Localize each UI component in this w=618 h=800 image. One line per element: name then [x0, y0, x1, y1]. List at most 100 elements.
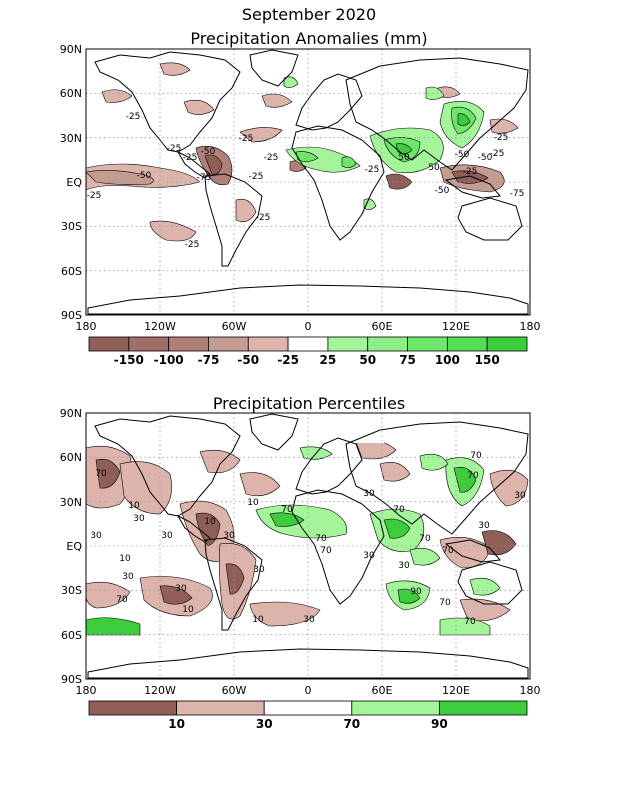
contour-label: 10	[204, 517, 216, 527]
dry-percentile-area	[239, 472, 281, 497]
contour-label: 30	[363, 489, 375, 499]
contour-label: 10	[119, 554, 131, 564]
contour-label: 30	[223, 531, 235, 541]
contour-label: 10	[252, 615, 264, 625]
contour-labels: 70 10 10 30 30 30 30 70 70 70 10 70 70 3…	[90, 451, 526, 627]
dry-anomaly-area	[235, 198, 257, 223]
colorbar-swatch	[327, 336, 369, 352]
contour-label: 30	[133, 514, 145, 524]
wet-anomaly-area	[283, 76, 299, 88]
contour-label: 70	[442, 546, 454, 556]
lat-axis-labels: 90N 60N 30N EQ 30S 60S 90S	[60, 407, 83, 686]
contour-label: -25	[256, 213, 271, 223]
dry-anomaly-area	[239, 127, 283, 143]
contour-labels: -25 -25 -25 -50 -25 -50 -75 -25 -25 -25 …	[87, 112, 525, 250]
lon-label: 180	[520, 320, 541, 333]
wet-anomaly-area	[295, 151, 319, 162]
colorbar-label: 70	[343, 717, 360, 731]
dry-anomaly-area	[451, 170, 489, 184]
lat-label: 60N	[60, 87, 82, 100]
colorbar-label: 50	[359, 353, 376, 367]
colorbar-swatch	[407, 336, 448, 352]
contour-label: 50	[398, 153, 410, 163]
panel-anomalies-title: Precipitation Anomalies (mm)	[190, 29, 427, 48]
lon-label: 180	[520, 684, 541, 697]
wet-percentile-area	[269, 512, 305, 527]
colorbar-label: 90	[431, 717, 448, 731]
contour-label: 70	[470, 451, 482, 461]
lon-label: 0	[305, 320, 312, 333]
dry-percentile-areas	[86, 439, 529, 627]
colorbar-label: -50	[237, 353, 259, 367]
dry-anomaly-area	[261, 93, 293, 108]
contour-label: 30	[175, 584, 187, 594]
contour-label: -50	[478, 153, 493, 163]
wet-percentile-area	[397, 588, 421, 604]
wet-anomaly-area	[425, 86, 445, 100]
contour-label: -25	[490, 149, 505, 159]
colorbar-swatch	[88, 700, 177, 716]
contour-label: 30	[363, 551, 375, 561]
contour-label: 10	[247, 498, 259, 508]
contour-label: -50	[137, 171, 152, 181]
colorbar-label: 25	[320, 353, 337, 367]
lon-label: 0	[305, 684, 312, 697]
lon-label: 60E	[372, 684, 393, 697]
contour-label: -25	[264, 153, 279, 163]
dry-percentile-area	[225, 563, 245, 595]
contour-label: 70	[95, 469, 107, 479]
colorbar-label: 10	[168, 717, 185, 731]
colorbar-swatch	[263, 700, 353, 716]
dry-percentile-area	[95, 458, 121, 489]
lon-axis-labels: 180 120W 60W 0 60E 120E 180	[76, 320, 541, 333]
contour-label: -25	[494, 133, 509, 143]
dry-anomaly-area	[204, 154, 223, 175]
lon-label: 60W	[222, 320, 247, 333]
dry-percentile-area	[119, 461, 172, 515]
percentile-colorbar: 10 30 70 90	[88, 700, 528, 731]
panel-percentiles: Precipitation Percentiles	[60, 394, 541, 731]
wet-anomaly-areas	[283, 76, 485, 210]
colorbar-swatch	[247, 336, 289, 352]
dry-anomaly-area	[159, 62, 191, 76]
lat-label: 30S	[61, 584, 82, 597]
contour-label: 10	[128, 501, 140, 511]
colorbar-swatch	[367, 336, 408, 352]
dry-anomaly-area	[183, 99, 215, 115]
lat-label: EQ	[66, 176, 82, 189]
lon-label: 60E	[372, 320, 393, 333]
dry-percentile-area	[249, 601, 321, 627]
contour-label: 30	[90, 531, 102, 541]
lon-label: 180	[76, 320, 97, 333]
contour-label: -50	[435, 186, 450, 196]
contour-label: 70	[320, 546, 332, 556]
contour-label: -25	[463, 167, 478, 177]
contour-label: 50	[428, 163, 440, 173]
contour-label: -50	[455, 150, 470, 160]
contour-label: 10	[182, 605, 194, 615]
dry-anomaly-area	[385, 173, 413, 190]
dry-percentile-area	[379, 462, 411, 482]
wet-anomaly-area	[341, 156, 357, 168]
contour-label: 30	[122, 572, 134, 582]
anomaly-colorbar: -150 -100 -75 -50 -25 25 50 75 100 150	[88, 336, 528, 367]
contour-label: -25	[167, 144, 182, 154]
dry-anomaly-area	[149, 220, 197, 242]
colorbar-label: -25	[277, 353, 299, 367]
contour-label: -25	[126, 112, 141, 122]
colorbar-label: 30	[256, 717, 273, 731]
lat-label: 60S	[61, 629, 82, 642]
lon-label: 60W	[222, 684, 247, 697]
dry-percentile-area	[489, 469, 529, 507]
colorbar-swatch	[168, 336, 209, 352]
wet-percentile-areas	[86, 446, 501, 636]
contour-label: -25	[185, 240, 200, 250]
lon-label: 120E	[442, 320, 470, 333]
colorbar-swatch	[351, 700, 440, 716]
contour-label: 30	[303, 615, 315, 625]
wet-percentile-area	[469, 577, 501, 596]
colorbar-label: -150	[114, 353, 144, 367]
contour-label: -25	[249, 172, 264, 182]
lat-label: 30N	[60, 496, 82, 509]
